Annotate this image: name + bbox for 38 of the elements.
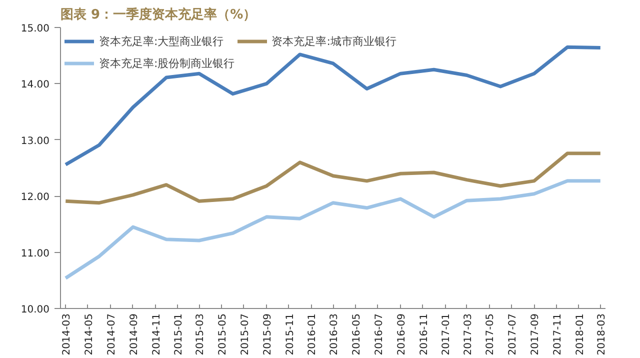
x-tick-label: 2015-07 bbox=[240, 313, 251, 356]
x-tick-label: 2017-03 bbox=[462, 313, 474, 356]
x-tick-label: 2017-11 bbox=[552, 313, 564, 356]
x-tick-label: 2014-05 bbox=[84, 313, 95, 356]
line-series bbox=[64, 179, 602, 280]
x-tick-label: 2015-09 bbox=[262, 313, 274, 356]
y-tick-label: 15.00 bbox=[20, 24, 50, 34]
x-tick-label: 2016-11 bbox=[418, 313, 430, 356]
x-tick-label: 2016-07 bbox=[374, 313, 385, 356]
line-series bbox=[64, 45, 602, 166]
x-tick-label: 2015-03 bbox=[195, 313, 206, 356]
x-tick-label: 2016-03 bbox=[329, 313, 340, 356]
x-tick-label: 2014-03 bbox=[62, 313, 73, 356]
x-tick-label: 2015-11 bbox=[284, 313, 296, 356]
x-tick-label: 2014-11 bbox=[151, 313, 162, 356]
x-tick-label: 2018-03 bbox=[596, 313, 608, 356]
x-tick-label: 2017-05 bbox=[485, 313, 496, 356]
y-tick-label: 13.00 bbox=[20, 136, 50, 147]
chart-title: 图表 9：一季度资本充足率（%） bbox=[60, 6, 256, 22]
legend-label: 资本充足率:股份制商业银行 bbox=[99, 56, 235, 70]
legend-label: 资本充足率:大型商业银行 bbox=[99, 34, 224, 48]
x-tick-label: 2017-09 bbox=[530, 313, 542, 356]
y-tick-label: 14.00 bbox=[20, 80, 50, 91]
x-tick-label: 2015-01 bbox=[174, 313, 185, 356]
x-tick-label: 2016-09 bbox=[396, 313, 408, 356]
y-tick-label: 10.00 bbox=[20, 304, 50, 316]
x-tick-label: 2015-05 bbox=[218, 313, 229, 356]
x-tick-label: 2014-07 bbox=[106, 313, 118, 356]
x-tick-label: 2018-01 bbox=[574, 313, 586, 356]
x-tick-label: 2014-09 bbox=[128, 313, 140, 356]
x-tick-label: 2017-01 bbox=[441, 313, 452, 356]
y-tick-label: 11.00 bbox=[20, 248, 50, 260]
y-tick-label: 12.00 bbox=[20, 192, 50, 204]
legend-label: 资本充足率:城市商业银行 bbox=[272, 34, 396, 48]
x-tick-label: 2016-05 bbox=[352, 313, 363, 356]
x-tick-label: 2017-07 bbox=[507, 313, 518, 356]
line-series bbox=[64, 152, 602, 205]
x-tick-label: 2016-01 bbox=[307, 313, 318, 356]
